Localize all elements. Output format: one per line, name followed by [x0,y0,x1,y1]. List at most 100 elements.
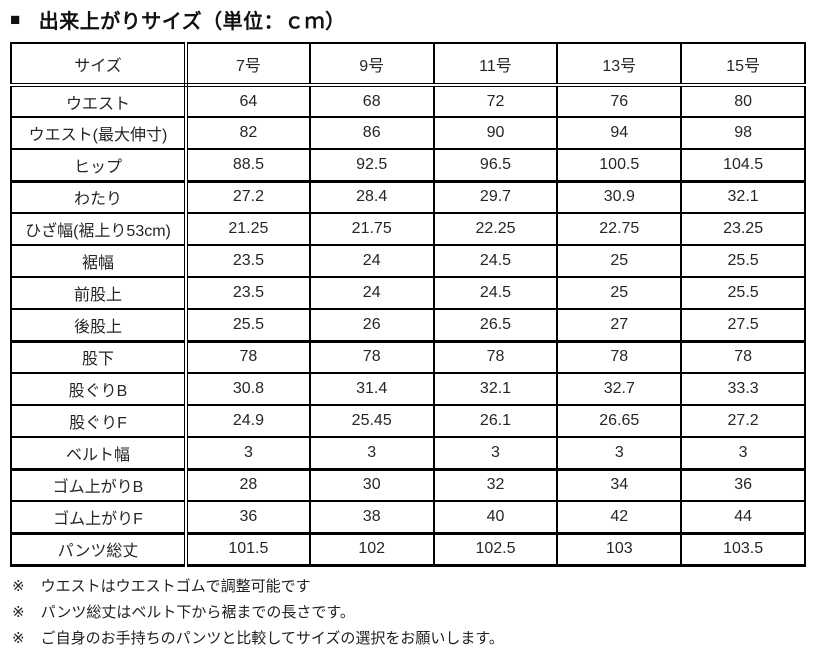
row-label: ヒップ [10,148,188,183]
header-size-label: サイズ [10,42,188,87]
cell-value: 78 [680,340,806,374]
cell-value: 94 [556,116,683,150]
cell-value: 21.75 [308,212,435,246]
table-row-waist-max: ウエスト(最大伸寸) 82 86 90 94 98 [10,116,806,150]
table-row-front-rise: 前股上 23.5 24 24.5 25 25.5 [10,276,806,310]
cell-value: 103 [556,532,683,567]
cell-value: 21.25 [185,212,311,246]
cell-value: 102.5 [432,532,559,567]
cell-value: 44 [680,500,806,535]
cell-value: 3 [680,436,806,471]
reference-mark-icon: ※ [12,604,25,621]
cell-value: 38 [308,500,435,535]
table-header-row: サイズ 7号 9号 11号 13号 15号 [10,42,806,87]
cell-value: 27.5 [680,308,806,343]
cell-value: 26.1 [432,404,559,438]
row-label: 裾幅 [10,244,188,278]
cell-value: 24 [308,276,435,310]
footnote-item: ※ ご自身のお手持ちのパンツと比較してサイズの選択をお願いします。 [12,626,504,650]
footnote-text: ウエストはウエストゴムで調整可能です [40,578,311,595]
cell-value: 25.5 [185,308,311,343]
header-size-7: 7号 [185,42,311,87]
cell-value: 32.1 [432,372,559,406]
row-label: 前股上 [10,276,188,310]
row-label: ウエスト(最大伸寸) [10,116,188,150]
cell-value: 24.5 [432,276,559,310]
cell-value: 26.65 [556,404,683,438]
page-title-text: 出来上がりサイズ（単位：ｃｍ） [38,11,346,33]
table-row-elastic-b: ゴム上がりB 28 30 32 34 36 [10,468,806,502]
cell-value: 82 [185,116,311,150]
cell-value: 88.5 [185,148,311,183]
cell-value: 25 [556,276,683,310]
cell-value: 33.3 [680,372,806,406]
cell-value: 32.7 [556,372,683,406]
cell-value: 101.5 [185,532,311,567]
cell-value: 80 [680,84,806,118]
cell-value: 26 [308,308,435,343]
footnote-item: ※ パンツ総丈はベルト下から裾までの長さです。 [12,600,504,626]
cell-value: 30.9 [556,180,683,214]
cell-value: 72 [432,84,559,118]
row-label: ゴム上がりF [10,500,188,535]
cell-value: 22.75 [556,212,683,246]
cell-value: 64 [185,84,311,118]
cell-value: 3 [185,436,311,471]
cell-value: 36 [680,468,806,502]
cell-value: 22.25 [432,212,559,246]
cell-value: 28 [185,468,311,502]
header-size-11: 11号 [432,42,559,87]
cell-value: 32.1 [680,180,806,214]
row-label: 股下 [10,340,188,374]
cell-value: 96.5 [432,148,559,183]
header-size-15: 15号 [680,42,806,87]
cell-value: 29.7 [432,180,559,214]
cell-value: 23.25 [680,212,806,246]
row-label: ゴム上がりB [10,468,188,502]
size-spec-table: サイズ 7号 9号 11号 13号 15号 ウエスト 64 68 72 76 8… [10,42,806,567]
row-label: ベルト幅 [10,436,188,471]
cell-value: 30 [308,468,435,502]
row-label: 後股上 [10,308,188,343]
cell-value: 25.5 [680,276,806,310]
cell-value: 102 [308,532,435,567]
cell-value: 23.5 [185,244,311,278]
table-row-hem-width: 裾幅 23.5 24 24.5 25 25.5 [10,244,806,278]
table-row-crotch-b: 股ぐりB 30.8 31.4 32.1 32.7 33.3 [10,372,806,406]
cell-value: 34 [556,468,683,502]
cell-value: 86 [308,116,435,150]
table-row-knee-width: ひざ幅(裾上り53cm) 21.25 21.75 22.25 22.75 23.… [10,212,806,246]
row-label: 股ぐりF [10,404,188,438]
footnote-text: ご自身のお手持ちのパンツと比較してサイズの選択をお願いします。 [40,630,504,647]
cell-value: 90 [432,116,559,150]
table-row-total-length: パンツ総丈 101.5 102 102.5 103 103.5 [10,532,806,567]
cell-value: 28.4 [308,180,435,214]
header-size-13: 13号 [556,42,683,87]
cell-value: 24.9 [185,404,311,438]
table-row-back-rise: 後股上 25.5 26 26.5 27 27.5 [10,308,806,343]
cell-value: 78 [432,340,559,374]
cell-value: 27.2 [185,180,311,214]
cell-value: 3 [432,436,559,471]
cell-value: 25 [556,244,683,278]
row-label: ウエスト [10,84,188,118]
cell-value: 78 [308,340,435,374]
cell-value: 26.5 [432,308,559,343]
footnotes: ※ ウエストはウエストゴムで調整可能です ※ パンツ総丈はベルト下から裾までの長… [12,574,504,650]
reference-mark-icon: ※ [12,578,25,595]
cell-value: 92.5 [308,148,435,183]
cell-value: 25.5 [680,244,806,278]
cell-value: 25.45 [308,404,435,438]
cell-value: 23.5 [185,276,311,310]
cell-value: 36 [185,500,311,535]
cell-value: 78 [185,340,311,374]
cell-value: 32 [432,468,559,502]
row-label: わたり [10,180,188,214]
reference-mark-icon: ※ [12,630,25,647]
header-size-9: 9号 [308,42,435,87]
footnote-item: ※ ウエストはウエストゴムで調整可能です [12,574,504,600]
table-row-elastic-f: ゴム上がりF 36 38 40 42 44 [10,500,806,535]
cell-value: 103.5 [680,532,806,567]
cell-value: 27.2 [680,404,806,438]
